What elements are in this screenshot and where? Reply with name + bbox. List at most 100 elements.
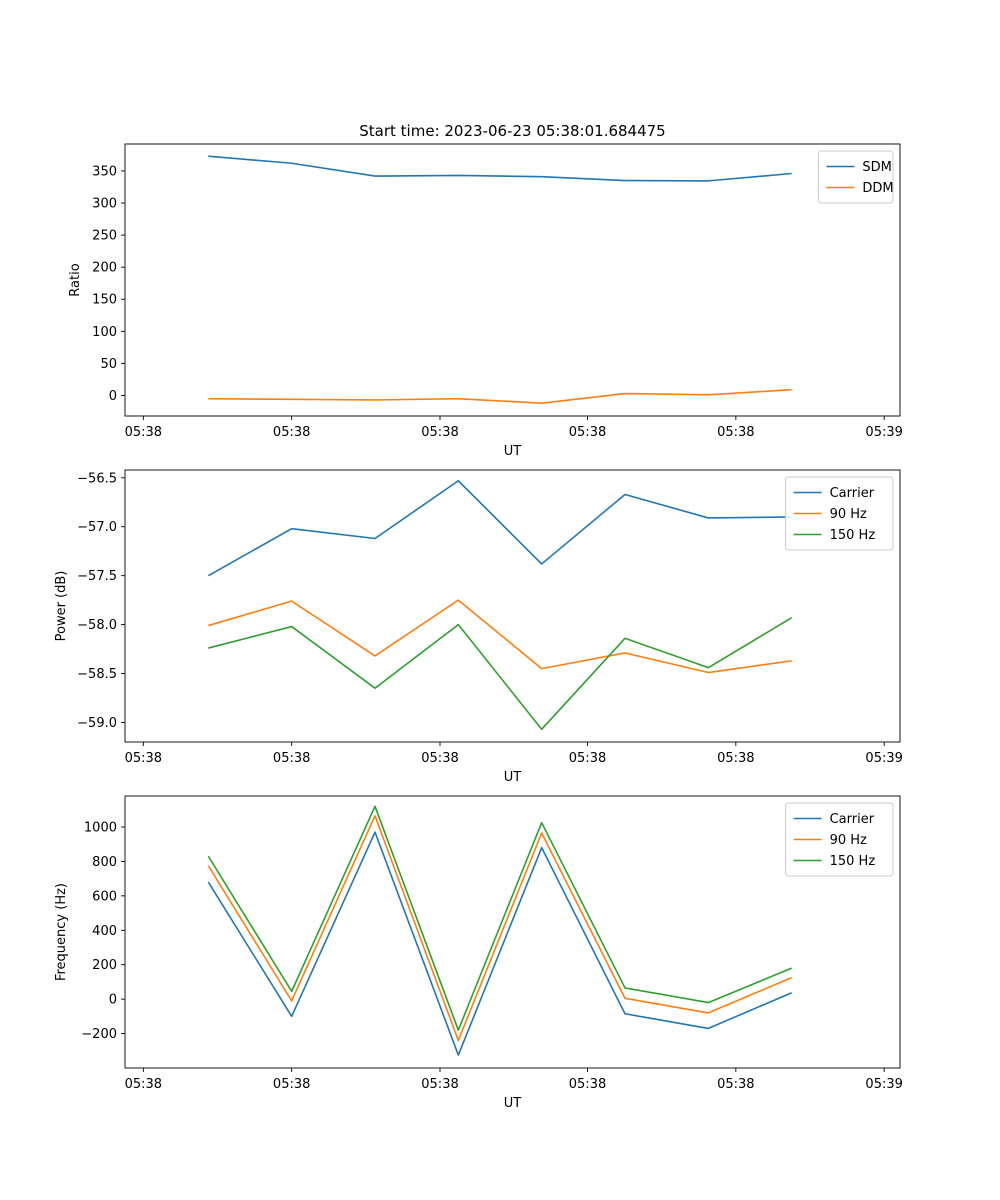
data-point xyxy=(541,728,543,730)
x-tick-label: 05:39 xyxy=(865,425,902,440)
data-point xyxy=(207,881,209,883)
legend-label: 150 Hz xyxy=(830,854,876,869)
chart-title: Start time: 2023-06-23 05:38:01.684475 xyxy=(359,122,665,140)
data-point xyxy=(541,847,543,849)
x-tick-label: 05:38 xyxy=(273,425,310,440)
x-tick-label: 05:38 xyxy=(569,1077,606,1092)
legend: Carrier 90 Hz 150 Hz xyxy=(785,476,894,551)
data-point xyxy=(707,180,709,182)
data-point xyxy=(291,528,293,530)
y-tick-label: 300 xyxy=(92,197,117,212)
legend-box xyxy=(785,802,894,877)
data-point xyxy=(374,399,376,401)
legend-box xyxy=(785,476,894,551)
y-axis-label: Frequency (Hz) xyxy=(54,883,69,981)
data-point xyxy=(541,668,543,670)
data-point xyxy=(624,1013,626,1015)
data-point xyxy=(791,660,793,662)
data-point xyxy=(707,517,709,519)
y-tick-label: 100 xyxy=(92,325,117,340)
data-point xyxy=(541,832,543,834)
x-tick-label: 05:38 xyxy=(273,751,310,766)
data-point xyxy=(207,575,209,577)
x-tick-label: 05:38 xyxy=(717,751,754,766)
data-point xyxy=(291,162,293,164)
y-tick-label: −57.0 xyxy=(77,520,117,535)
y-tick-label: 400 xyxy=(92,924,117,939)
data-point xyxy=(207,398,209,400)
y-tick-label: −57.5 xyxy=(77,569,117,584)
data-point xyxy=(541,563,543,565)
data-point xyxy=(541,176,543,178)
x-tick-label: 05:38 xyxy=(421,1077,458,1092)
y-tick-label: 200 xyxy=(92,958,117,973)
y-tick-label: −56.5 xyxy=(77,471,117,486)
data-point xyxy=(624,393,626,395)
data-point xyxy=(541,822,543,824)
legend: SDM DDM xyxy=(817,150,894,204)
y-tick-label: 200 xyxy=(92,261,117,276)
data-point xyxy=(374,538,376,540)
y-tick-label: 0 xyxy=(109,389,117,404)
series-line-ddm xyxy=(208,388,792,404)
data-point xyxy=(291,600,293,602)
x-tick-label: 05:38 xyxy=(569,751,606,766)
y-tick-label: 250 xyxy=(92,229,117,244)
data-point xyxy=(791,389,793,391)
y-tick-label: 600 xyxy=(92,889,117,904)
series-line-carrier xyxy=(207,479,792,577)
y-tick-label: 1000 xyxy=(84,820,117,835)
axes-frame xyxy=(124,143,901,417)
data-point xyxy=(207,155,209,157)
data-point xyxy=(291,1000,293,1002)
y-tick-label: −59.0 xyxy=(77,716,117,731)
legend-label: 90 Hz xyxy=(830,507,867,522)
data-point xyxy=(791,967,793,969)
x-tick-label: 05:39 xyxy=(865,751,902,766)
data-point xyxy=(457,175,459,177)
data-point xyxy=(791,977,793,979)
data-point xyxy=(374,815,376,817)
data-point xyxy=(707,1002,709,1004)
y-tick-label: −200 xyxy=(81,1027,117,1042)
chart-panel-2: −59.0 −58.5 −58.0 −57.5 −57.0 −56.5 05:38 05:38… xyxy=(54,469,903,785)
data-point xyxy=(707,672,709,674)
series-line-150-hz xyxy=(207,805,792,1031)
data-point xyxy=(791,992,793,994)
data-point xyxy=(457,480,459,482)
x-axis-label: UT xyxy=(504,444,522,459)
axes-frame xyxy=(124,469,901,743)
data-point xyxy=(374,175,376,177)
data-point xyxy=(291,990,293,992)
data-point xyxy=(457,624,459,626)
x-tick-label: 05:38 xyxy=(569,425,606,440)
data-point xyxy=(541,402,543,404)
data-point xyxy=(207,625,209,627)
data-point xyxy=(457,599,459,601)
x-tick-label: 05:38 xyxy=(273,1077,310,1092)
data-point xyxy=(457,1040,459,1042)
data-point xyxy=(457,1054,459,1056)
y-tick-label: 50 xyxy=(100,357,117,372)
legend-label: 90 Hz xyxy=(830,833,867,848)
y-tick-label: 0 xyxy=(109,993,117,1008)
data-point xyxy=(624,637,626,639)
legend-label: SDM xyxy=(862,160,891,175)
x-tick-label: 05:38 xyxy=(125,1077,162,1092)
data-point xyxy=(707,1028,709,1030)
x-tick-label: 05:38 xyxy=(125,751,162,766)
y-axis-label: Ratio xyxy=(68,263,83,296)
data-point xyxy=(624,180,626,182)
data-point xyxy=(374,805,376,807)
data-point xyxy=(207,865,209,867)
data-point xyxy=(291,626,293,628)
chart-panel-3: −200 0 200 400 600 800 1000 05:38 05:38 05:38 05:3… xyxy=(54,795,903,1111)
series-line-carrier xyxy=(207,831,792,1056)
x-tick-label: 05:38 xyxy=(421,751,458,766)
data-point xyxy=(624,987,626,989)
legend: Carrier 90 Hz 150 Hz xyxy=(785,802,894,877)
y-tick-label: −58.5 xyxy=(77,667,117,682)
data-point xyxy=(207,855,209,857)
data-point xyxy=(624,652,626,654)
